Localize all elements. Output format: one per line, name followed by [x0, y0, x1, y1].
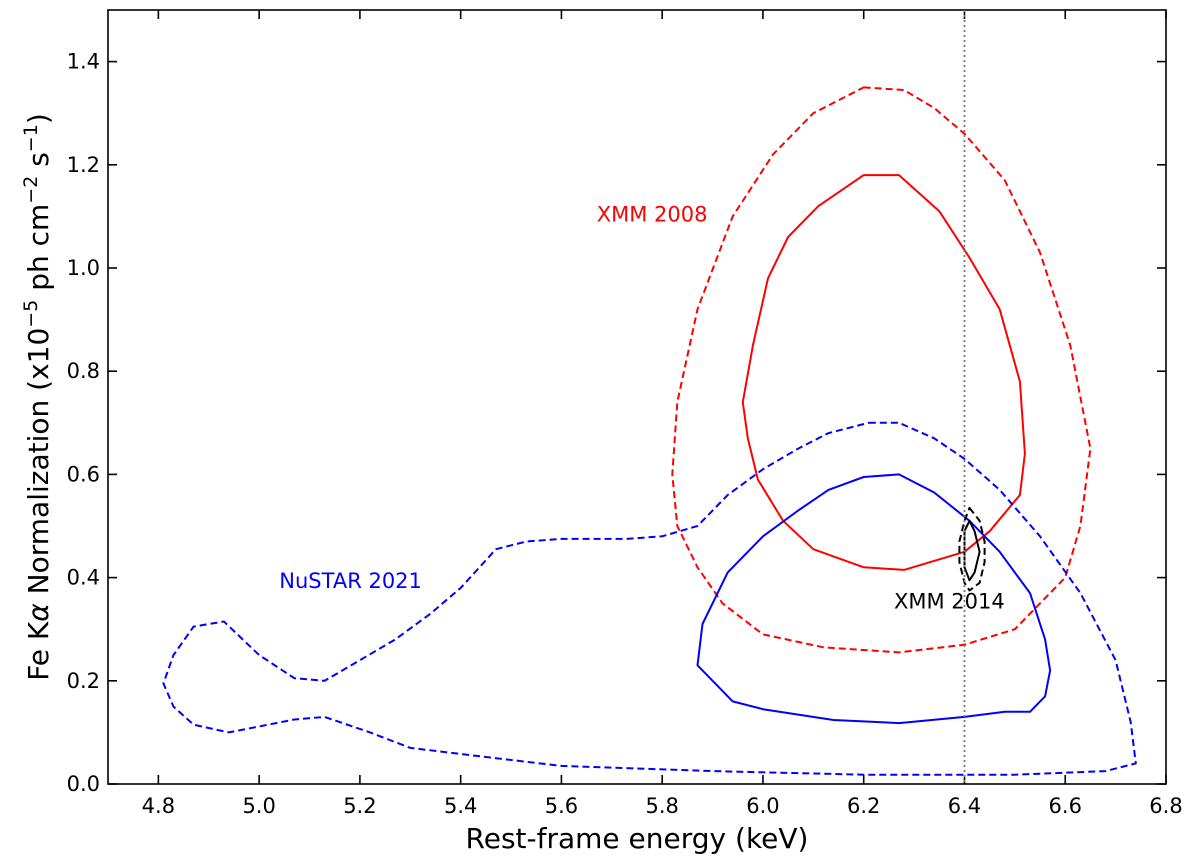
x-tick-label: 6.0 [746, 794, 779, 818]
x-tick-label: 5.0 [242, 794, 275, 818]
y-tick-label: 0.8 [67, 359, 100, 383]
ticks [108, 10, 1167, 785]
y-tick-label: 0.6 [67, 462, 100, 486]
y-tick-labels: 0.0 0.2 0.4 0.6 0.8 1.0 1.2 1.4 [67, 50, 100, 796]
contour-xmm-2008-inner-solid [741, 174, 1026, 571]
y-tick-label: 0.2 [67, 669, 100, 693]
x-tick-label: 6.6 [1049, 794, 1082, 818]
x-tick-label: 4.8 [142, 794, 175, 818]
x-tick-label: 5.6 [545, 794, 578, 818]
x-tick-label: 5.8 [645, 794, 678, 818]
contour-nustar-2021-outer-dashed [162, 421, 1137, 776]
y-tick-label: 0.0 [67, 772, 100, 796]
annotation-nustar-2021: NuSTAR 2021 [279, 569, 422, 593]
contour-xmm-2008-outer-dashed [671, 86, 1092, 654]
x-tick-label: 6.2 [847, 794, 880, 818]
annotation-xmm-2008: XMM 2008 [597, 203, 708, 227]
y-tick-label: 1.4 [67, 50, 100, 74]
y-axis-label: Fe Kα Normalization (x10−5 ph cm−2 s−1) [20, 113, 55, 681]
x-tick-label: 5.4 [444, 794, 477, 818]
y-tick-label: 1.0 [67, 256, 100, 280]
plot-frame [107, 9, 1167, 785]
x-tick-label: 6.8 [1149, 794, 1182, 818]
x-tick-label: 5.2 [343, 794, 376, 818]
x-tick-label: 6.4 [948, 794, 981, 818]
contour-xmm-2014-outer-dashed [958, 506, 986, 592]
y-tick-label: 1.2 [67, 153, 100, 177]
x-axis-label: Rest-frame energy (keV) [466, 822, 809, 855]
annotation-xmm-2014: XMM 2014 [894, 590, 1005, 614]
contours [162, 86, 1137, 776]
x-tick-labels: 4.8 5.0 5.2 5.4 5.6 5.8 6.0 6.2 6.4 6.6 6.8 [142, 794, 1183, 818]
y-tick-label: 0.4 [67, 566, 100, 590]
annotations: XMM 2008 NuSTAR 2021 XMM 2014 [279, 203, 1004, 614]
contour-nustar-2021-inner-solid [696, 473, 1052, 725]
